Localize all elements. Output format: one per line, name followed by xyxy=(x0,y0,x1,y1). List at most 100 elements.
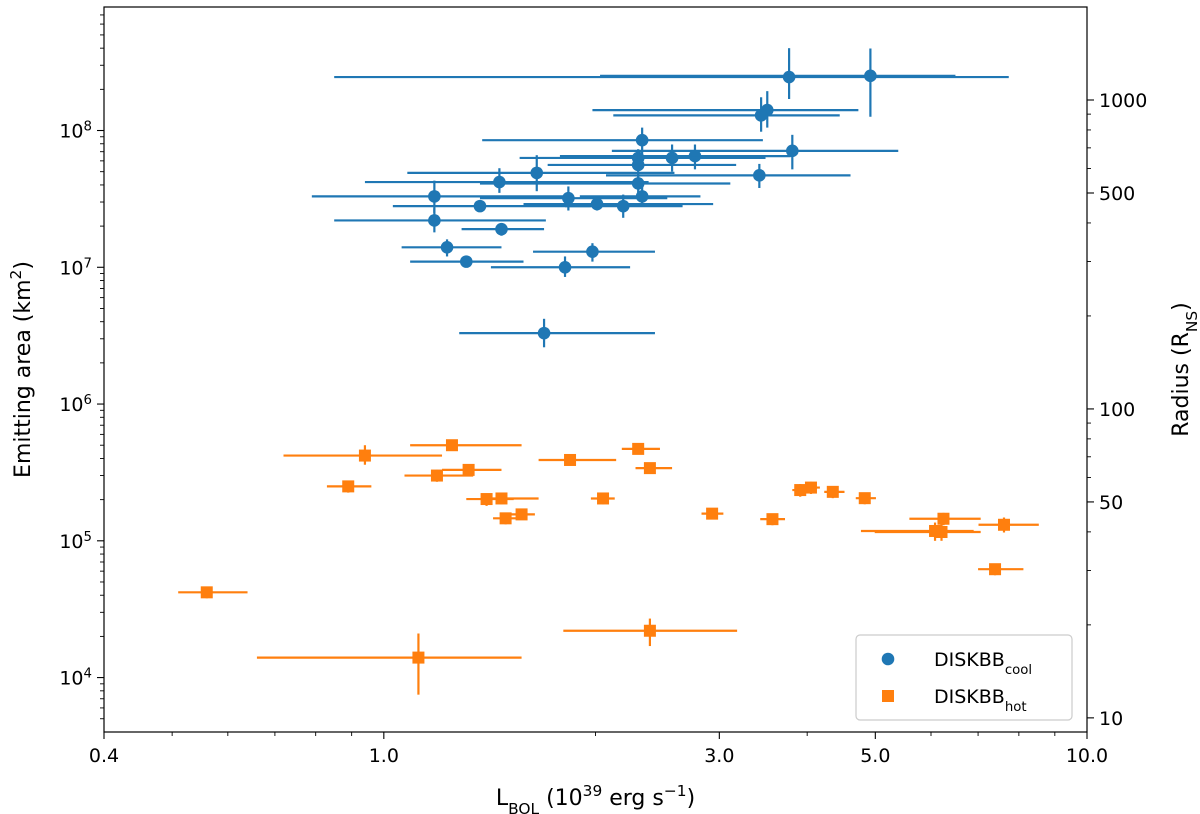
point-cool-14 xyxy=(311,180,574,213)
marker-square xyxy=(804,481,817,494)
point-hot-13 xyxy=(466,493,514,506)
plot-area xyxy=(104,7,1087,732)
marker-circle xyxy=(616,199,630,213)
point-hot-23 xyxy=(978,563,1024,576)
y-tick-label: 104 xyxy=(59,666,92,690)
point-hot-4 xyxy=(635,462,673,475)
point-cool-0 xyxy=(334,48,1009,99)
marker-circle xyxy=(754,109,768,122)
marker-square xyxy=(499,512,512,525)
point-cool-4 xyxy=(482,127,763,156)
point-cool-17 xyxy=(392,199,591,213)
marker-square xyxy=(997,518,1010,531)
marker-circle xyxy=(631,158,645,172)
marker-square xyxy=(412,651,425,664)
point-hot-6 xyxy=(404,469,474,482)
point-hot-17 xyxy=(493,512,522,525)
marker-circle xyxy=(537,326,551,340)
point-hot-20 xyxy=(978,517,1039,533)
marker-square xyxy=(358,449,371,462)
marker-square xyxy=(632,442,645,455)
marker-circle xyxy=(562,191,575,205)
point-hot-7 xyxy=(326,480,372,493)
point-hot-22 xyxy=(874,524,981,541)
marker-square xyxy=(989,563,1002,576)
marker-circle xyxy=(459,255,473,268)
marker-square xyxy=(643,462,656,475)
marker-circle xyxy=(590,197,604,211)
point-hot-10 xyxy=(824,485,845,499)
marker-square xyxy=(643,624,656,637)
series-hot xyxy=(178,439,1039,695)
point-hot-0 xyxy=(410,439,522,452)
marker-circle xyxy=(530,166,544,180)
y-axis-label: Emitting area (km2) xyxy=(7,261,36,478)
marker-circle xyxy=(586,245,599,258)
legend-label-cool: DISKBBcool xyxy=(934,649,1032,678)
marker-square xyxy=(766,513,779,526)
legend: DISKBBcool DISKBBhot xyxy=(855,634,1073,721)
marker-circle xyxy=(782,70,796,84)
marker-circle xyxy=(440,240,454,254)
marker-square xyxy=(480,493,493,506)
y2-tick-label: 50 xyxy=(1099,492,1123,514)
marker-circle xyxy=(635,190,649,203)
y-tick-label: 106 xyxy=(59,393,92,417)
marker-circle xyxy=(786,144,799,158)
y-tick-label: 107 xyxy=(59,256,92,280)
plot-background xyxy=(104,7,1087,732)
marker-circle xyxy=(635,133,649,147)
marker-square xyxy=(935,525,948,538)
point-hot-2 xyxy=(283,445,443,465)
point-cool-25 xyxy=(490,256,631,277)
point-cool-19 xyxy=(565,194,683,218)
point-cool-10 xyxy=(407,155,675,192)
marker-square xyxy=(462,463,475,476)
point-cool-22 xyxy=(401,239,502,257)
point-cool-9 xyxy=(547,151,737,178)
point-cool-20 xyxy=(334,208,546,233)
marker-square xyxy=(858,492,871,505)
axes: 0.4 1.0 3.0 5.0 10.0 104 105 106 107 108 10 50 100 50… xyxy=(7,6,1200,814)
legend-marker-square xyxy=(882,690,894,702)
x-axis-label: LBOL (1039 erg s−1) xyxy=(496,782,695,814)
marker-square xyxy=(564,453,577,466)
point-cool-16 xyxy=(579,186,701,207)
data-points xyxy=(178,48,1039,695)
y2-tick-label: 1000 xyxy=(1099,90,1147,112)
marker-square xyxy=(706,507,719,520)
marker-square xyxy=(342,480,355,493)
point-hot-24 xyxy=(178,586,248,599)
y2-tick-label: 10 xyxy=(1099,708,1123,730)
marker-circle xyxy=(473,199,487,213)
marker-square xyxy=(597,492,610,505)
point-cool-5 xyxy=(611,134,899,170)
point-cool-21 xyxy=(461,222,545,236)
point-hot-25 xyxy=(563,618,738,647)
x-tick-label: 0.4 xyxy=(89,745,119,767)
point-cool-2 xyxy=(592,91,859,128)
point-hot-5 xyxy=(442,463,502,476)
x-tick-label: 1.0 xyxy=(369,745,399,767)
point-cool-24 xyxy=(410,255,524,268)
marker-circle xyxy=(753,169,766,182)
point-hot-1 xyxy=(621,442,660,455)
y2-tick-label: 500 xyxy=(1099,183,1135,205)
point-hot-15 xyxy=(701,507,724,520)
legend-box xyxy=(855,634,1073,721)
x-tick-label: 10.0 xyxy=(1066,745,1108,767)
marker-circle xyxy=(428,214,441,227)
x-tick-label: 5.0 xyxy=(860,745,890,767)
marker-circle xyxy=(864,69,877,83)
x-tick-label: 3.0 xyxy=(704,745,734,767)
marker-square xyxy=(430,469,443,482)
marker-circle xyxy=(688,149,702,163)
point-cool-11 xyxy=(606,163,851,188)
point-hot-11 xyxy=(855,492,876,505)
marker-square xyxy=(794,484,807,497)
marker-square xyxy=(200,586,213,599)
point-cool-23 xyxy=(533,243,655,262)
marker-circle xyxy=(495,222,508,236)
marker-square xyxy=(826,485,839,498)
